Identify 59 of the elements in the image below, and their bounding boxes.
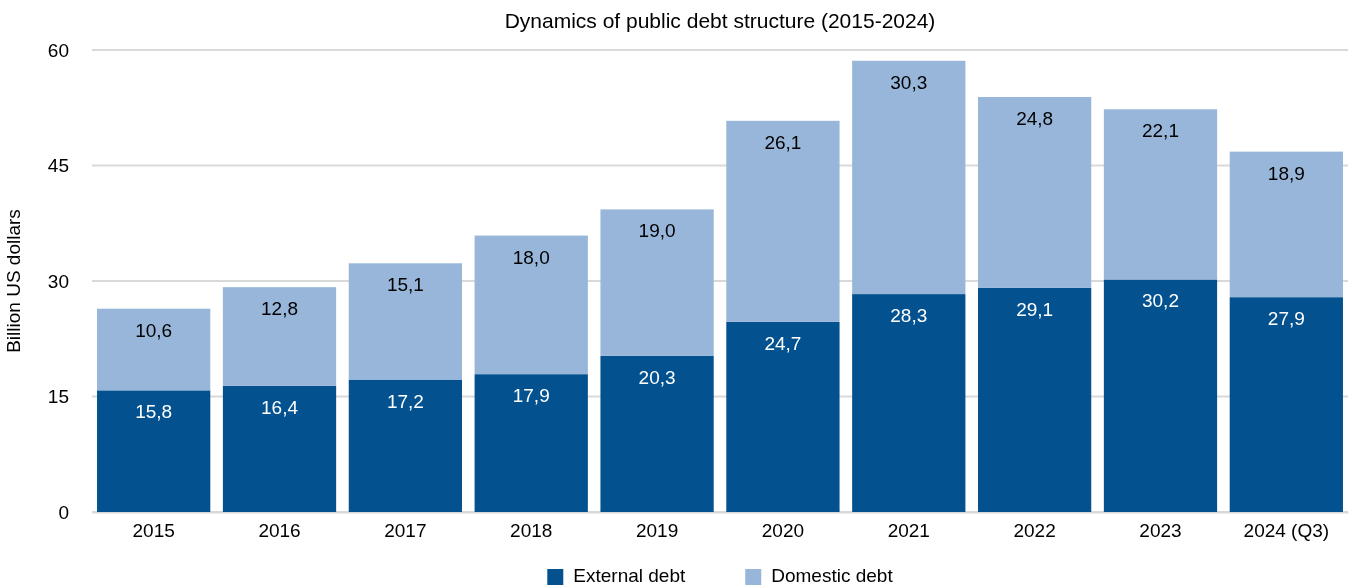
bar xyxy=(978,96,1092,288)
data-label: 26,1 xyxy=(764,131,802,153)
data-label: 22,1 xyxy=(1141,120,1179,142)
x-tick-label: 2022 xyxy=(1013,520,1056,542)
data-label: 18,9 xyxy=(1267,162,1305,184)
data-label: 24,7 xyxy=(764,332,802,354)
x-tick-label: 2017 xyxy=(384,520,427,542)
y-axis-title: Billion US dollars xyxy=(3,209,24,353)
data-label: 12,8 xyxy=(261,298,299,320)
data-label: 30,3 xyxy=(890,71,928,93)
data-label: 16,4 xyxy=(261,396,299,418)
bar xyxy=(1103,109,1218,280)
y-tick-label: 45 xyxy=(47,155,69,177)
data-label: 15,8 xyxy=(135,401,173,423)
x-tick-label: 2021 xyxy=(887,520,930,542)
chart-title: Dynamics of public debt structure (2015-2024) xyxy=(504,9,936,32)
bar xyxy=(978,287,1092,512)
x-tick-label: 2019 xyxy=(635,520,679,542)
bar xyxy=(348,263,462,380)
data-label: 20,3 xyxy=(638,366,676,388)
bar xyxy=(348,379,462,512)
data-label: 17,9 xyxy=(512,385,550,407)
data-label: 18,0 xyxy=(512,246,550,268)
bar xyxy=(97,390,211,512)
bar xyxy=(474,235,588,375)
data-label: 17,2 xyxy=(386,390,424,412)
x-tick-label: 2015 xyxy=(132,520,175,542)
y-tick-label: 60 xyxy=(47,39,69,61)
legend-label: External debt xyxy=(573,565,686,586)
bar xyxy=(474,374,588,512)
data-label: 28,3 xyxy=(890,305,928,327)
bar xyxy=(97,308,211,391)
bar xyxy=(222,287,337,386)
bar xyxy=(1229,151,1343,298)
x-tick-label: 2023 xyxy=(1139,520,1182,542)
bar xyxy=(222,385,337,512)
data-label: 19,0 xyxy=(638,220,676,242)
bar xyxy=(852,294,966,512)
data-label: 24,8 xyxy=(1016,107,1054,129)
bar xyxy=(1103,279,1218,512)
x-tick-label: 2020 xyxy=(761,520,805,542)
data-label: 29,1 xyxy=(1016,298,1054,320)
x-tick-label: 2016 xyxy=(258,520,301,542)
data-label: 30,2 xyxy=(1141,290,1179,312)
bar xyxy=(852,60,966,295)
data-label: 15,1 xyxy=(386,274,424,296)
y-tick-label: 30 xyxy=(47,270,69,292)
data-label: 27,9 xyxy=(1267,308,1305,330)
y-tick-label: 15 xyxy=(47,386,69,408)
y-tick-label: 0 xyxy=(58,501,69,523)
legend-label: Domestic debt xyxy=(771,565,894,586)
bar xyxy=(600,355,714,512)
bar xyxy=(600,209,714,356)
bar xyxy=(726,321,840,512)
data-label: 10,6 xyxy=(135,319,173,341)
bar xyxy=(1229,297,1343,512)
x-tick-label: 2018 xyxy=(510,520,553,542)
x-tick-label: 2024 (Q3) xyxy=(1243,520,1330,542)
bar xyxy=(726,120,840,322)
